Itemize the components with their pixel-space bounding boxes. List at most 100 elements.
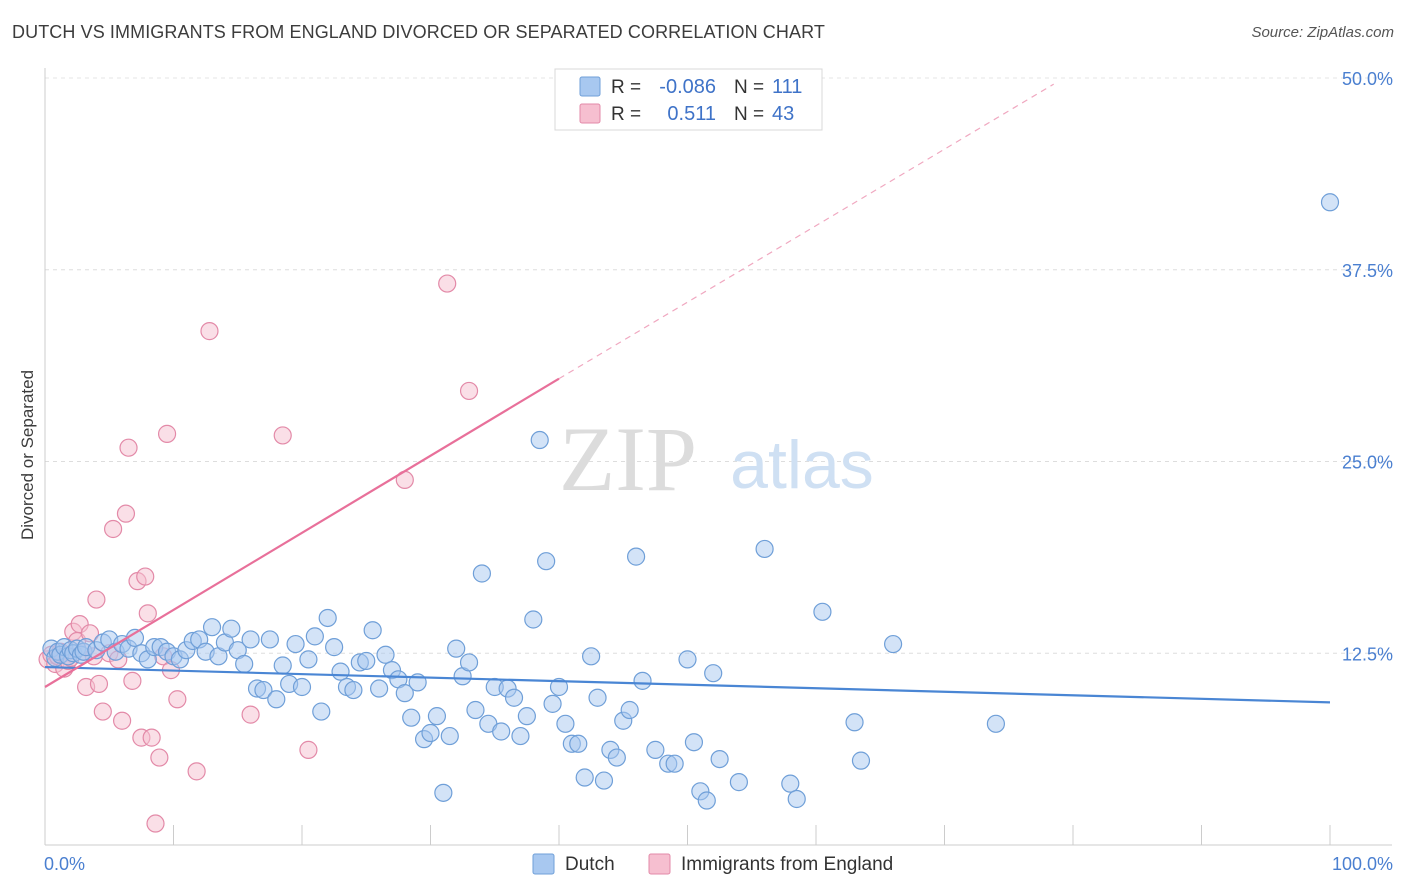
dutch-point-95: [620, 700, 639, 720]
y-tick-label-3: 50.0%: [1342, 69, 1393, 89]
england-point-35: [168, 690, 187, 709]
dutch-point-108: [755, 539, 774, 559]
england-point-19: [104, 519, 123, 539]
dutch-point-54: [357, 651, 376, 671]
dutch-point-48: [318, 608, 337, 628]
dutch-point-64: [421, 723, 440, 743]
stats-r-label-dutch: R =: [611, 77, 641, 98]
dutch-trendline: [44, 665, 1331, 704]
stats-r-label-england: R =: [611, 104, 641, 125]
dutch-point-87: [569, 734, 588, 753]
england-trendline: [44, 377, 560, 688]
dutch-point-96: [626, 547, 646, 566]
dutch-point-84: [549, 677, 569, 697]
england-point-15: [87, 590, 106, 609]
y-tick-label-2: 37.5%: [1342, 261, 1393, 281]
england-point-23: [119, 438, 138, 457]
dutch-point-80: [524, 610, 543, 629]
y-axis-label: Divorced or Separated: [18, 370, 37, 540]
stats-legend: R = -0.086 N = 111 R = 0.511 N = 43: [554, 68, 823, 131]
dutch-point-75: [492, 722, 511, 741]
legend-label-dutch: Dutch: [565, 854, 615, 875]
england-points: [38, 274, 479, 833]
dutch-point-57: [376, 645, 395, 664]
dutch-point-66: [434, 783, 453, 802]
dutch-point-116: [1320, 193, 1340, 212]
dutch-point-114: [883, 634, 903, 654]
stats-n-label-dutch: N =: [734, 77, 764, 98]
axes: [44, 68, 1392, 846]
dutch-point-106: [710, 749, 729, 769]
dutch-point-91: [594, 771, 614, 790]
england-point-16: [89, 674, 109, 694]
england-point-27: [136, 567, 155, 586]
dutch-point-79: [517, 707, 536, 726]
dutch-point-97: [633, 671, 652, 690]
dutch-point-61: [402, 708, 421, 727]
trendlines: [44, 83, 1331, 704]
england-point-21: [112, 711, 132, 730]
england-point-42: [438, 274, 457, 293]
watermark: ZIP atlas: [559, 408, 874, 510]
dutch-point-38: [254, 680, 273, 700]
dutch-point-83: [543, 694, 562, 713]
dutch-point-112: [845, 713, 864, 732]
stats-r-value-dutch: -0.086: [659, 76, 716, 98]
england-point-39: [273, 426, 292, 445]
dutch-point-47: [312, 702, 331, 721]
dutch-point-113: [851, 751, 871, 770]
england-point-29: [142, 728, 161, 747]
dutch-point-41: [273, 656, 292, 675]
dutch-point-45: [299, 650, 318, 669]
england-point-30: [146, 814, 165, 833]
dutch-point-85: [556, 714, 575, 733]
dutch-point-35: [235, 654, 254, 674]
bottom-legend: Dutch Immigrants from England: [532, 853, 893, 875]
dutch-point-50: [331, 662, 350, 681]
x-tick-label-0: 0.0%: [44, 854, 85, 874]
dutch-point-65: [427, 707, 447, 726]
dutch-point-100: [665, 754, 684, 773]
dutch-point-39: [260, 630, 279, 649]
dutch-point-56: [370, 679, 389, 698]
dutch-point-72: [472, 564, 491, 583]
england-point-17: [93, 702, 112, 721]
england-point-40: [299, 740, 318, 759]
england-point-38: [241, 705, 260, 724]
stats-swatch-england: [579, 103, 601, 124]
dutch-point-40: [267, 690, 286, 709]
england-point-36: [187, 762, 206, 781]
source-credit: Source: ZipAtlas.com: [1251, 24, 1394, 41]
chart-title: DUTCH VS IMMIGRANTS FROM ENGLAND DIVORCE…: [12, 22, 825, 42]
dutch-point-88: [575, 768, 594, 787]
dutch-point-43: [286, 634, 305, 654]
england-point-33: [157, 424, 177, 443]
y-tick-label-0: 12.5%: [1342, 644, 1393, 664]
dutch-point-90: [588, 688, 607, 707]
stats-n-label-england: N =: [734, 104, 764, 125]
dutch-point-30: [202, 618, 222, 637]
watermark-zip: ZIP: [559, 408, 697, 510]
dutch-point-77: [504, 688, 524, 707]
dutch-point-44: [292, 677, 312, 697]
dutch-point-109: [781, 774, 800, 793]
dutch-point-81: [530, 430, 549, 450]
stats-n-value-england: 43: [772, 103, 794, 125]
dutch-point-93: [607, 748, 626, 767]
dutch-point-49: [325, 638, 344, 657]
dutch-point-60: [395, 684, 414, 703]
legend-swatch-england: [648, 853, 671, 875]
england-trendline-projection: [558, 83, 1055, 380]
dutch-point-52: [344, 680, 363, 700]
dutch-point-101: [678, 650, 697, 669]
dutch-point-115: [986, 714, 1006, 733]
stats-n-value-dutch: 111: [772, 76, 802, 98]
dutch-point-68: [447, 639, 466, 658]
dutch-point-67: [440, 726, 459, 746]
dutch-point-102: [684, 733, 704, 752]
england-point-31: [150, 748, 169, 767]
watermark-atlas: atlas: [730, 427, 874, 503]
dutch-point-55: [363, 621, 382, 640]
dutch-point-82: [537, 552, 556, 571]
